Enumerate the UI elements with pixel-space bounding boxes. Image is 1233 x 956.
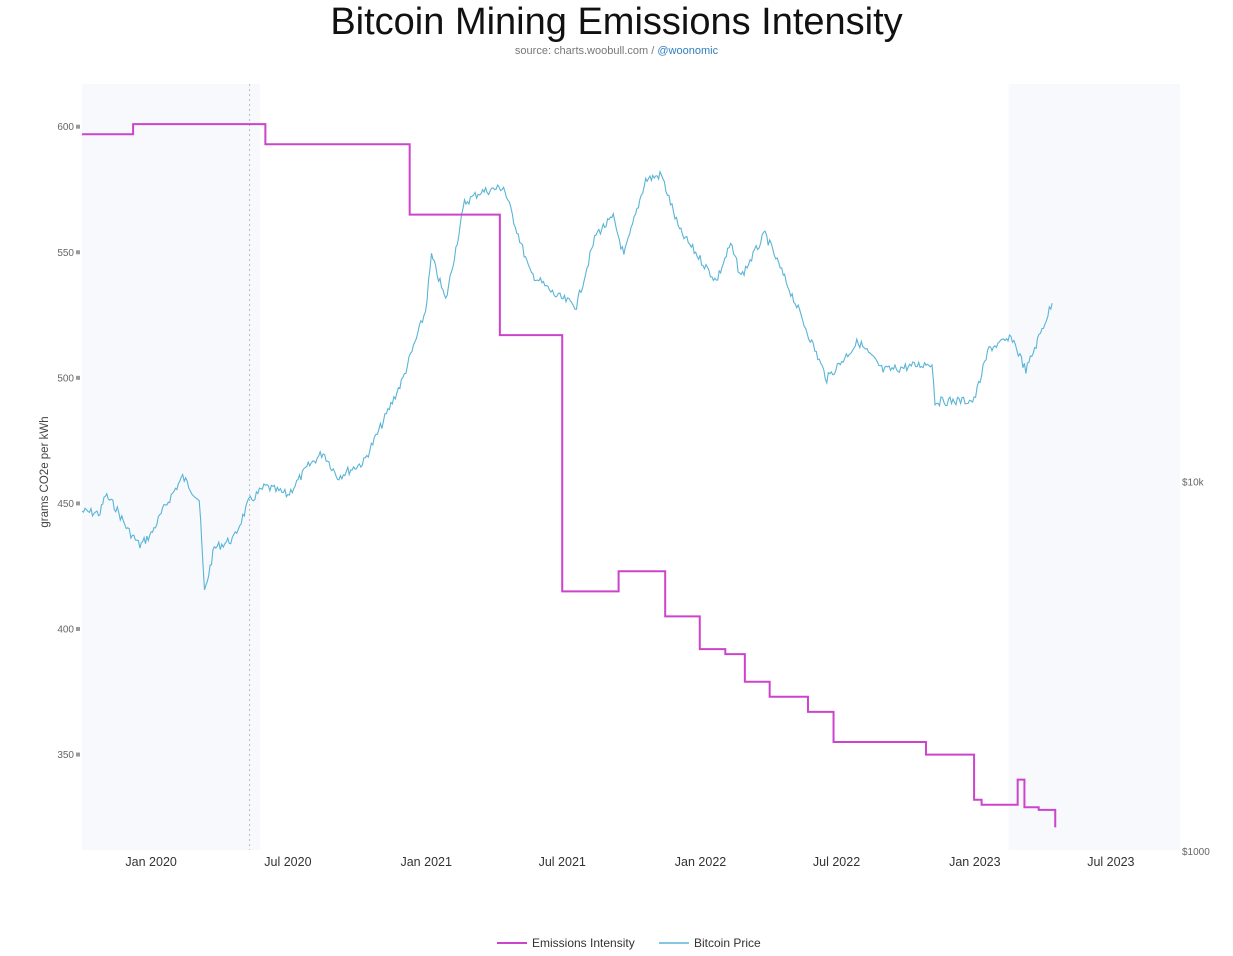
y-tick-label: 350 bbox=[57, 750, 74, 761]
y-tick-mark bbox=[76, 375, 80, 380]
x-tick-label: Jul 2020 bbox=[264, 855, 311, 869]
shaded-region bbox=[82, 84, 261, 850]
legend-label-emissions: Emissions Intensity bbox=[532, 936, 635, 950]
x-tick-label: Jan 2022 bbox=[675, 855, 726, 869]
plot-area bbox=[82, 84, 1180, 850]
shaded-region bbox=[1008, 84, 1180, 850]
y-tick-label: 500 bbox=[57, 373, 74, 384]
subtitle-handle-link[interactable]: @woonomic bbox=[657, 45, 719, 57]
y-tick-label: 400 bbox=[57, 624, 74, 635]
y-tick-mark bbox=[76, 626, 80, 631]
subtitle-source: source: charts.woobull.com / bbox=[514, 45, 655, 57]
chart-subtitle: source: charts.woobull.com / @woonomic bbox=[0, 45, 1233, 57]
x-tick-label: Jul 2022 bbox=[813, 855, 860, 869]
y-axis-label: grams CO2e per kWh bbox=[39, 416, 51, 527]
x-tick-label: Jan 2020 bbox=[125, 855, 176, 869]
y-tick-mark bbox=[76, 124, 80, 129]
x-tick-label: Jan 2021 bbox=[400, 855, 451, 869]
y2-tick-label: $1000 bbox=[1182, 847, 1210, 858]
y2-tick-label: $10k bbox=[1182, 478, 1205, 489]
emissions-intensity-line bbox=[82, 123, 1057, 828]
y-tick-label: 550 bbox=[57, 248, 74, 259]
y-tick-mark bbox=[76, 501, 80, 506]
legend-label-price: Bitcoin Price bbox=[694, 936, 761, 950]
x-tick-label: Jul 2023 bbox=[1087, 855, 1134, 869]
y-tick-mark bbox=[76, 250, 80, 255]
chart-title: Bitcoin Mining Emissions Intensity bbox=[330, 1, 903, 43]
x-tick-label: Jul 2021 bbox=[539, 855, 586, 869]
y-tick-label: 450 bbox=[57, 499, 74, 510]
y-tick-mark bbox=[76, 752, 80, 757]
x-tick-label: Jan 2023 bbox=[949, 855, 1000, 869]
y-tick-label: 600 bbox=[57, 122, 74, 133]
bitcoin-price-line bbox=[81, 170, 1053, 591]
